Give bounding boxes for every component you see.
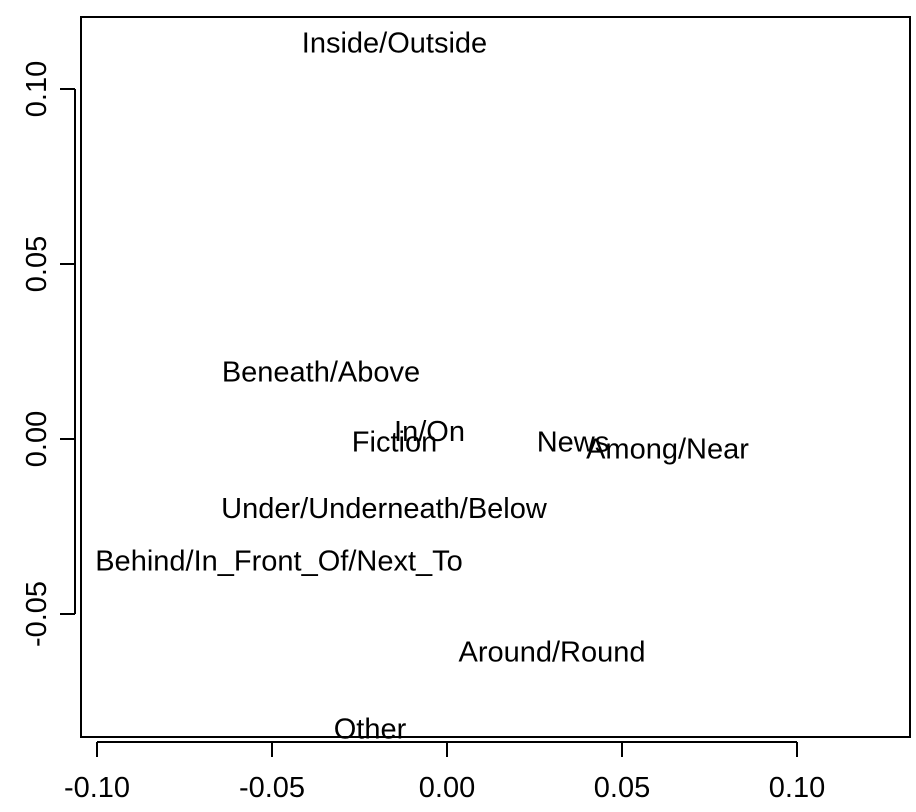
point-label: Around/Round [458, 637, 645, 669]
y-axis: -0.05 0.00 0.05 0.10 [21, 61, 76, 647]
x-axis: -0.10 -0.05 0.00 0.05 0.10 [64, 741, 825, 804]
x-tick-label: -0.10 [64, 772, 130, 804]
x-tick-label: 0.05 [594, 772, 650, 804]
x-tick-label: 0.00 [419, 772, 475, 804]
y-tick-label: 0.10 [21, 61, 53, 117]
point-label: Under/Underneath/Below [221, 493, 548, 525]
point-label: Among/Near [586, 434, 749, 466]
point-label: Inside/Outside [302, 28, 487, 60]
point-label: In/On [394, 416, 465, 448]
point-label: Beneath/Above [222, 357, 420, 389]
y-tick-label: -0.05 [21, 581, 53, 647]
y-tick-label: 0.05 [21, 236, 53, 292]
x-tick-label: -0.05 [239, 772, 305, 804]
x-tick-label: 0.10 [769, 772, 825, 804]
point-label: Other [334, 714, 407, 746]
plot-frame [80, 16, 911, 738]
point-label: Fiction [352, 427, 437, 459]
point-label: News [537, 427, 610, 459]
y-tick-label: 0.00 [21, 411, 53, 467]
point-label: Behind/In_Front_Of/Next_To [95, 546, 463, 578]
